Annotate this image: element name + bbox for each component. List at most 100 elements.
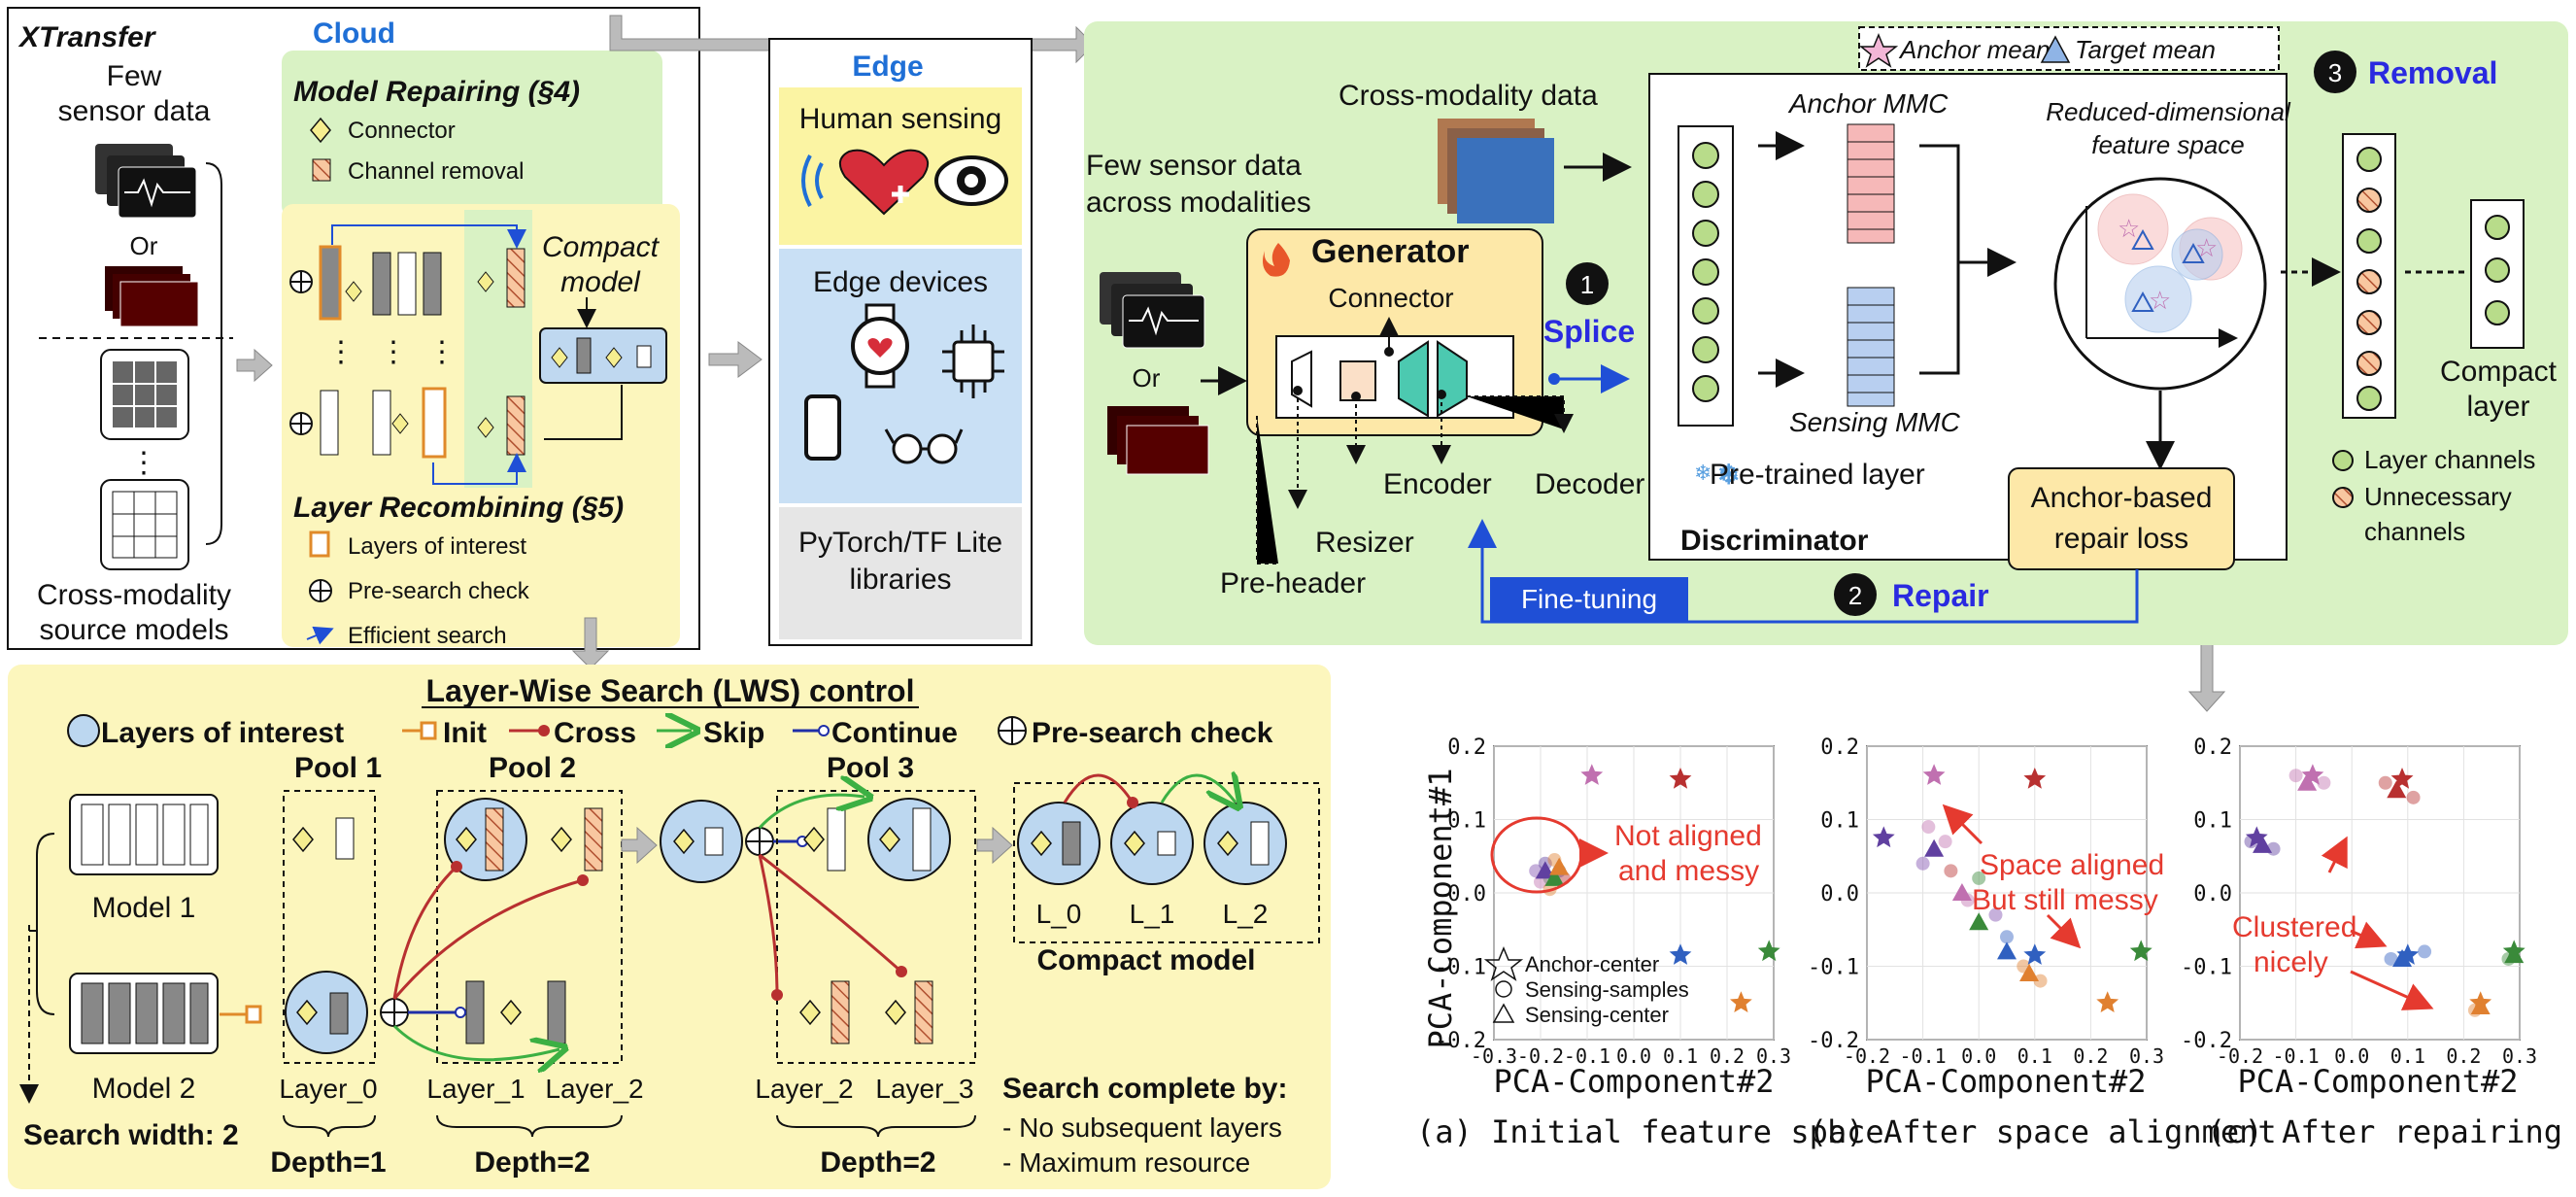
model-1-label: Model 1 bbox=[92, 892, 196, 924]
complete-item-1: - No subsequent layers bbox=[1002, 1112, 1282, 1143]
y-tick-label: 0.0 bbox=[1820, 882, 1859, 906]
resizer-label: Resizer bbox=[1315, 527, 1414, 559]
few-sensor-line2: sensor data bbox=[58, 95, 211, 127]
compact-model-box bbox=[1013, 782, 1320, 943]
model-2-block bbox=[69, 973, 219, 1054]
layer-label-0: Layer_0 bbox=[279, 1074, 377, 1104]
svg-text:☆: ☆ bbox=[2118, 214, 2140, 243]
library-line1: PyTorch/TF Lite bbox=[798, 527, 1002, 559]
sensing-sample-point bbox=[2317, 775, 2331, 790]
y-axis-label: PCA-Component#1 bbox=[1422, 769, 1459, 1049]
x-tick-label: -0.1 bbox=[1900, 1044, 1947, 1068]
cloud-title: Cloud bbox=[313, 17, 395, 50]
smart-glasses-icon bbox=[884, 428, 964, 464]
legend-presearch: Pre-search check bbox=[1032, 717, 1273, 749]
legend-init: Init bbox=[443, 717, 487, 749]
anchor-center-point bbox=[2023, 768, 2047, 789]
svg-text:☆: ☆ bbox=[2195, 233, 2218, 262]
compact-l2-node bbox=[1203, 802, 1287, 885]
depth-label-1: Depth=1 bbox=[270, 1146, 386, 1179]
splice-step-number: 1 bbox=[1580, 270, 1594, 299]
sensing-mmc-label: Sensing MMC bbox=[1789, 407, 1961, 437]
anchor-center-point bbox=[2301, 764, 2324, 785]
anchor-center-point bbox=[1669, 943, 1692, 965]
sensing-mmc-block bbox=[1847, 287, 1895, 407]
y-tick-label: 0.2 bbox=[1447, 735, 1486, 760]
svg-text:⋮: ⋮ bbox=[427, 336, 457, 368]
sensing-sample-point bbox=[1915, 856, 1930, 871]
layer-label-2: Layer_2 bbox=[545, 1074, 643, 1104]
pool-1-box bbox=[283, 790, 376, 1064]
layer-label-3: Layer_2 bbox=[755, 1074, 853, 1104]
compact-l0-label: L_0 bbox=[1036, 899, 1082, 929]
anchor-center-point bbox=[2023, 943, 2047, 965]
edge-panel: Edge Human sensing Edge devices bbox=[768, 38, 1033, 646]
reduced-space-circle: ☆ ☆ ☆ bbox=[2053, 177, 2267, 391]
cross-modality-label: Cross-modality data bbox=[1339, 80, 1598, 112]
compact-model-label: Compact model bbox=[1036, 944, 1255, 976]
sensing-sample-point bbox=[2418, 944, 2432, 959]
chart-after-space-alignment: -0.2 -0.1 0.0 0.1 0.2 -0.2 -0.1 0.0 0.1 0.2 0.3 bbox=[1808, 735, 2164, 1068]
annotation-c-line2: nicely bbox=[2254, 946, 2328, 978]
annotation-b-line1: Space aligned bbox=[1980, 849, 2164, 881]
chip-icon bbox=[942, 325, 1004, 398]
legend-layers-of-interest: Layers of interest bbox=[101, 717, 344, 749]
repair-label: Repair bbox=[1892, 578, 1989, 613]
legend-target-mean: Target mean bbox=[2075, 35, 2216, 64]
pre-search-check-icon bbox=[309, 579, 332, 602]
brand-label: XTransfer bbox=[17, 21, 157, 53]
x-tick-label: 0.3 bbox=[2502, 1044, 2537, 1068]
encoder-label: Encoder bbox=[1383, 468, 1492, 500]
x-tick-label: 0.0 bbox=[2334, 1044, 2369, 1068]
library-line2: libraries bbox=[849, 564, 951, 596]
x-tick-label: -0.2 bbox=[2217, 1044, 2263, 1068]
caption-c: (c) After repairing bbox=[2207, 1113, 2562, 1150]
heart-icon bbox=[838, 149, 930, 216]
sensing-sample-point bbox=[2384, 951, 2398, 966]
complete-item-2: - Maximum resource bbox=[1002, 1147, 1250, 1178]
legend-layer-channels: Layer channels bbox=[2364, 445, 2535, 474]
repair-title: Model Repairing (§4) bbox=[293, 76, 580, 108]
lws-title: Layer-Wise Search (LWS) control bbox=[426, 673, 915, 708]
svg-text:❄: ❄ bbox=[1717, 460, 1740, 490]
sensing-sample-point bbox=[2000, 930, 2014, 944]
target-mean-triangle-icon bbox=[2040, 35, 2071, 63]
svg-text:☆: ☆ bbox=[2149, 286, 2171, 315]
x-axis-label-a: PCA-Component#2 bbox=[1494, 1063, 1775, 1100]
sensing-sample-point bbox=[2378, 775, 2392, 790]
pool-2-box bbox=[436, 790, 623, 1064]
sensing-center-point bbox=[1997, 941, 2017, 960]
recombine-item-presearch: Pre-search check bbox=[348, 578, 530, 604]
compact-layer-line1: Compact bbox=[2440, 356, 2558, 388]
anchor-center-point bbox=[1922, 764, 1946, 785]
caption-b: (b) After space alignment bbox=[1809, 1113, 2277, 1150]
compact-l1-label: L_1 bbox=[1130, 899, 1175, 929]
anchor-center-point bbox=[2469, 991, 2492, 1012]
repair-step-badge bbox=[1834, 573, 1877, 616]
layer-label-1: Layer_1 bbox=[426, 1074, 525, 1104]
compact-model-line1: Compact bbox=[542, 231, 661, 263]
source-models-line1: Cross-modality bbox=[37, 579, 231, 611]
chart-a-legend: Anchor-center Sensing-samples Sensing-ce… bbox=[1483, 946, 1689, 1027]
pipeline-or-label: Or bbox=[1133, 363, 1161, 393]
pool-3-box bbox=[776, 790, 976, 1064]
anchor-center-point bbox=[1757, 940, 1780, 962]
smartphone-icon bbox=[804, 394, 841, 461]
y-tick-label: -0.1 bbox=[2181, 956, 2232, 980]
pool-2-top-node bbox=[444, 798, 603, 881]
decoder-label: Decoder bbox=[1535, 468, 1644, 500]
compact-l1-node bbox=[1110, 802, 1194, 885]
source-models-line2: source models bbox=[39, 614, 228, 646]
anchor-center-point bbox=[1730, 991, 1752, 1012]
x-tick-label: 0.3 bbox=[1756, 1044, 1791, 1068]
anchor-center-point bbox=[1580, 764, 1604, 785]
source-model-1-icon bbox=[100, 349, 189, 440]
depth-label-3: Depth=2 bbox=[820, 1146, 935, 1179]
repair-item-channel-removal: Channel removal bbox=[348, 158, 524, 185]
y-tick-label: 0.0 bbox=[1447, 882, 1486, 906]
x-tick-label: 0.2 bbox=[2446, 1044, 2481, 1068]
unnecessary-channel-legend-icon bbox=[2332, 487, 2354, 508]
pipeline-waveform-icon bbox=[1100, 272, 1205, 349]
sensing-center-point bbox=[1924, 838, 1945, 857]
few-across-line2: across modalities bbox=[1086, 187, 1311, 219]
